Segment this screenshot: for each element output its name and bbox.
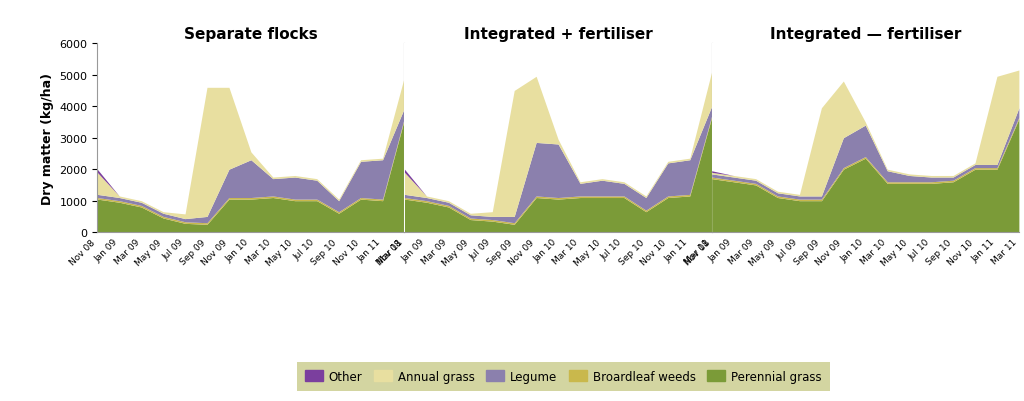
Title: Separate flocks: Separate flocks xyxy=(184,26,317,42)
Title: Integrated + fertiliser: Integrated + fertiliser xyxy=(464,26,652,42)
Y-axis label: Dry matter (kg/ha): Dry matter (kg/ha) xyxy=(41,73,54,204)
Legend: Other, Annual grass, Legume, Broardleaf weeds, Perennial grass: Other, Annual grass, Legume, Broardleaf … xyxy=(297,362,829,391)
Title: Integrated — fertiliser: Integrated — fertiliser xyxy=(770,26,961,42)
